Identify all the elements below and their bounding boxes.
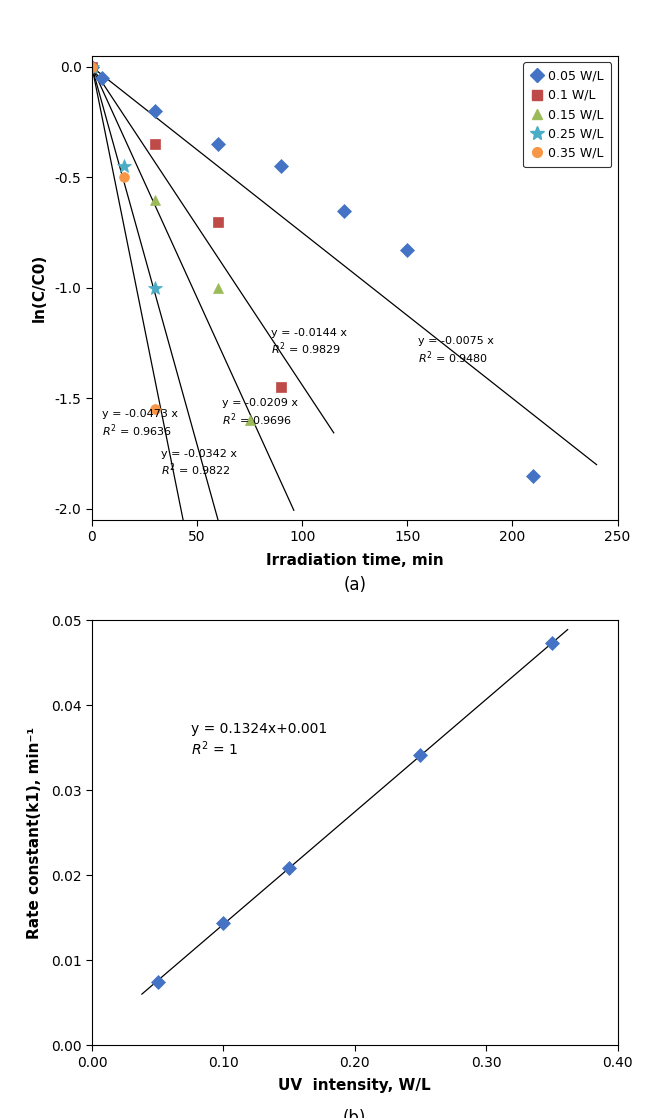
Text: y = -0.0144 x
$R^2$ = 0.9829: y = -0.0144 x $R^2$ = 0.9829 [271,328,347,357]
0.15 W/L [88,60,96,74]
0.25 W/L [151,281,159,294]
0.05 W/L [214,138,222,151]
Y-axis label: ln(C/C0): ln(C/C0) [32,254,47,322]
Line: 0.1 W/L: 0.1 W/L [87,63,286,392]
X-axis label: Irradiation time, min: Irradiation time, min [266,552,443,568]
0.1 W/L [277,380,285,394]
0.35 W/L [151,402,159,416]
0.05 W/L [151,104,159,117]
Line: 0.35 W/L: 0.35 W/L [87,63,160,415]
Text: (a): (a) [343,576,367,594]
Line: 0.25 W/L: 0.25 W/L [85,60,162,295]
0.15 W/L [214,281,222,294]
0.25 W/L [120,160,127,173]
Legend: 0.05 W/L, 0.1 W/L, 0.15 W/L, 0.25 W/L, 0.35 W/L: 0.05 W/L, 0.1 W/L, 0.15 W/L, 0.25 W/L, 0… [523,63,611,168]
0.1 W/L [88,60,96,74]
Line: 0.05 W/L: 0.05 W/L [87,63,538,481]
0.1 W/L [151,138,159,151]
Y-axis label: Rate constant(k1), min⁻¹: Rate constant(k1), min⁻¹ [28,727,43,939]
0.15 W/L [151,192,159,206]
0.35 W/L [120,171,127,184]
Text: y = 0.1324x+0.001
$R^2$ = 1: y = 0.1324x+0.001 $R^2$ = 1 [191,722,327,758]
0.05 W/L [99,72,106,85]
0.05 W/L [340,203,348,217]
0.15 W/L [246,414,254,427]
Text: y = -0.0342 x
$R^2$ = 0.9822: y = -0.0342 x $R^2$ = 0.9822 [162,449,237,479]
Text: y = -0.0209 x
$R^2$ = 0.9696: y = -0.0209 x $R^2$ = 0.9696 [222,398,298,427]
0.1 W/L [214,215,222,228]
0.05 W/L [530,468,537,482]
0.25 W/L [88,60,96,74]
0.05 W/L [403,244,411,257]
Text: y = -0.0473 x
$R^2$ = 0.9636: y = -0.0473 x $R^2$ = 0.9636 [102,409,179,438]
0.35 W/L [88,60,96,74]
X-axis label: UV  intensity, W/L: UV intensity, W/L [279,1078,431,1093]
0.05 W/L [88,60,96,74]
0.05 W/L [277,160,285,173]
Text: y = -0.0075 x
$R^2$ = 0.9480: y = -0.0075 x $R^2$ = 0.9480 [418,337,493,366]
Line: 0.15 W/L: 0.15 W/L [87,63,254,425]
Text: (b): (b) [343,1109,367,1118]
